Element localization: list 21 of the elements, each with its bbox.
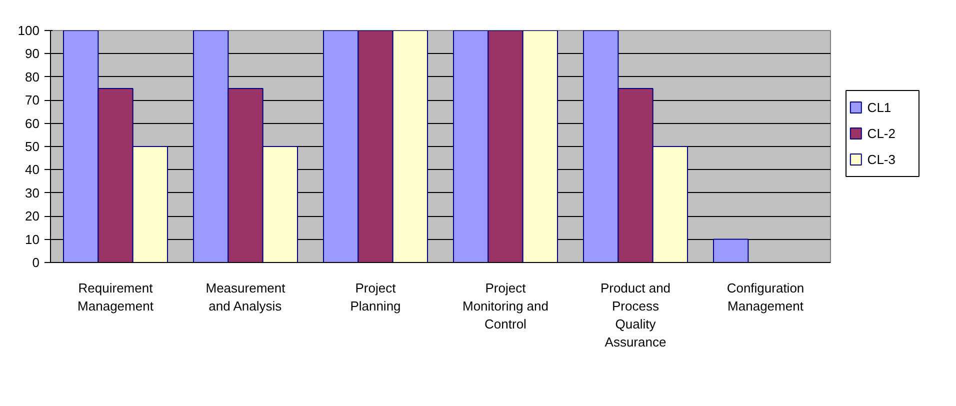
x-tick-label: Measurement and Analysis [206,280,286,314]
bar [713,238,749,262]
y-tick-label: 60 [25,116,40,131]
y-tick-label: 70 [25,92,40,108]
y-tick-label: 100 [18,23,40,38]
x-tick-label: Project Monitoring and Control [462,280,548,332]
y-tick-label: 50 [25,139,40,154]
legend-label: CL-3 [867,152,896,167]
y-tick-label: 80 [25,69,40,84]
x-tick-label: Product and Process Quality Assurance [600,280,671,350]
x-tick-label: Configuration Management [726,280,804,314]
y-tick-label: 0 [32,255,40,270]
y-tick-label: 30 [25,185,40,200]
y-tick-label: 20 [25,208,40,224]
legend-label: CL1 [867,100,892,115]
y-tick-label: 40 [25,162,40,178]
y-tick-label: 10 [25,232,40,247]
x-tick-label: Project Planning [350,280,401,314]
y-tick-label: 90 [25,46,40,62]
x-tick-label: Requirement Management [78,280,154,314]
legend-label: CL-2 [867,126,896,141]
